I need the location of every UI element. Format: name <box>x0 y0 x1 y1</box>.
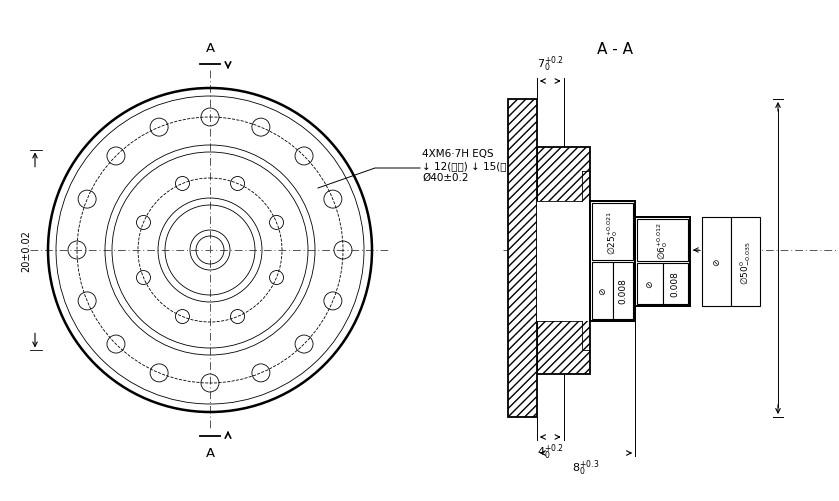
Text: 20±0.02: 20±0.02 <box>21 229 31 272</box>
Bar <box>592 203 633 261</box>
Bar <box>731 217 760 307</box>
Text: ⊘: ⊘ <box>597 287 607 295</box>
Text: ⊘: ⊘ <box>712 258 721 266</box>
Text: 0.008: 0.008 <box>670 271 680 297</box>
Bar <box>592 263 612 319</box>
Bar <box>637 263 663 305</box>
Text: A: A <box>206 42 215 55</box>
Text: 0.008: 0.008 <box>618 278 628 304</box>
Bar <box>590 201 635 321</box>
Text: $\varnothing50^{0}_{-0.035}$: $\varnothing50^{0}_{-0.035}$ <box>738 240 753 284</box>
Bar <box>702 217 731 307</box>
Bar <box>508 100 537 417</box>
Text: A: A <box>206 446 215 459</box>
Bar <box>508 100 537 417</box>
Bar <box>537 148 590 374</box>
Text: 4XM6·7H EQS: 4XM6·7H EQS <box>422 149 493 159</box>
Text: $4^{+0.2}_{0}$: $4^{+0.2}_{0}$ <box>537 441 564 461</box>
Text: A - A: A - A <box>597 42 633 57</box>
Text: ↓ 12(螺紋) ↓ 15(孔): ↓ 12(螺紋) ↓ 15(孔) <box>422 161 510 171</box>
Bar <box>537 148 590 374</box>
Text: ⊘: ⊘ <box>645 280 654 288</box>
Text: $8^{+0.3}_{0}$: $8^{+0.3}_{0}$ <box>572 457 600 476</box>
Text: $\varnothing25^{+0.021}_{0}$: $\varnothing25^{+0.021}_{0}$ <box>605 210 620 254</box>
Text: $\varnothing6^{+0.012}_{0}$: $\varnothing6^{+0.012}_{0}$ <box>655 221 670 260</box>
Bar <box>612 263 633 319</box>
Bar <box>537 201 590 321</box>
Bar <box>663 263 688 305</box>
Text: $7^{+0.2}_{0}$: $7^{+0.2}_{0}$ <box>537 54 564 74</box>
Bar <box>637 219 688 261</box>
Bar <box>635 217 690 307</box>
Text: Ø40±0.2: Ø40±0.2 <box>422 173 468 183</box>
